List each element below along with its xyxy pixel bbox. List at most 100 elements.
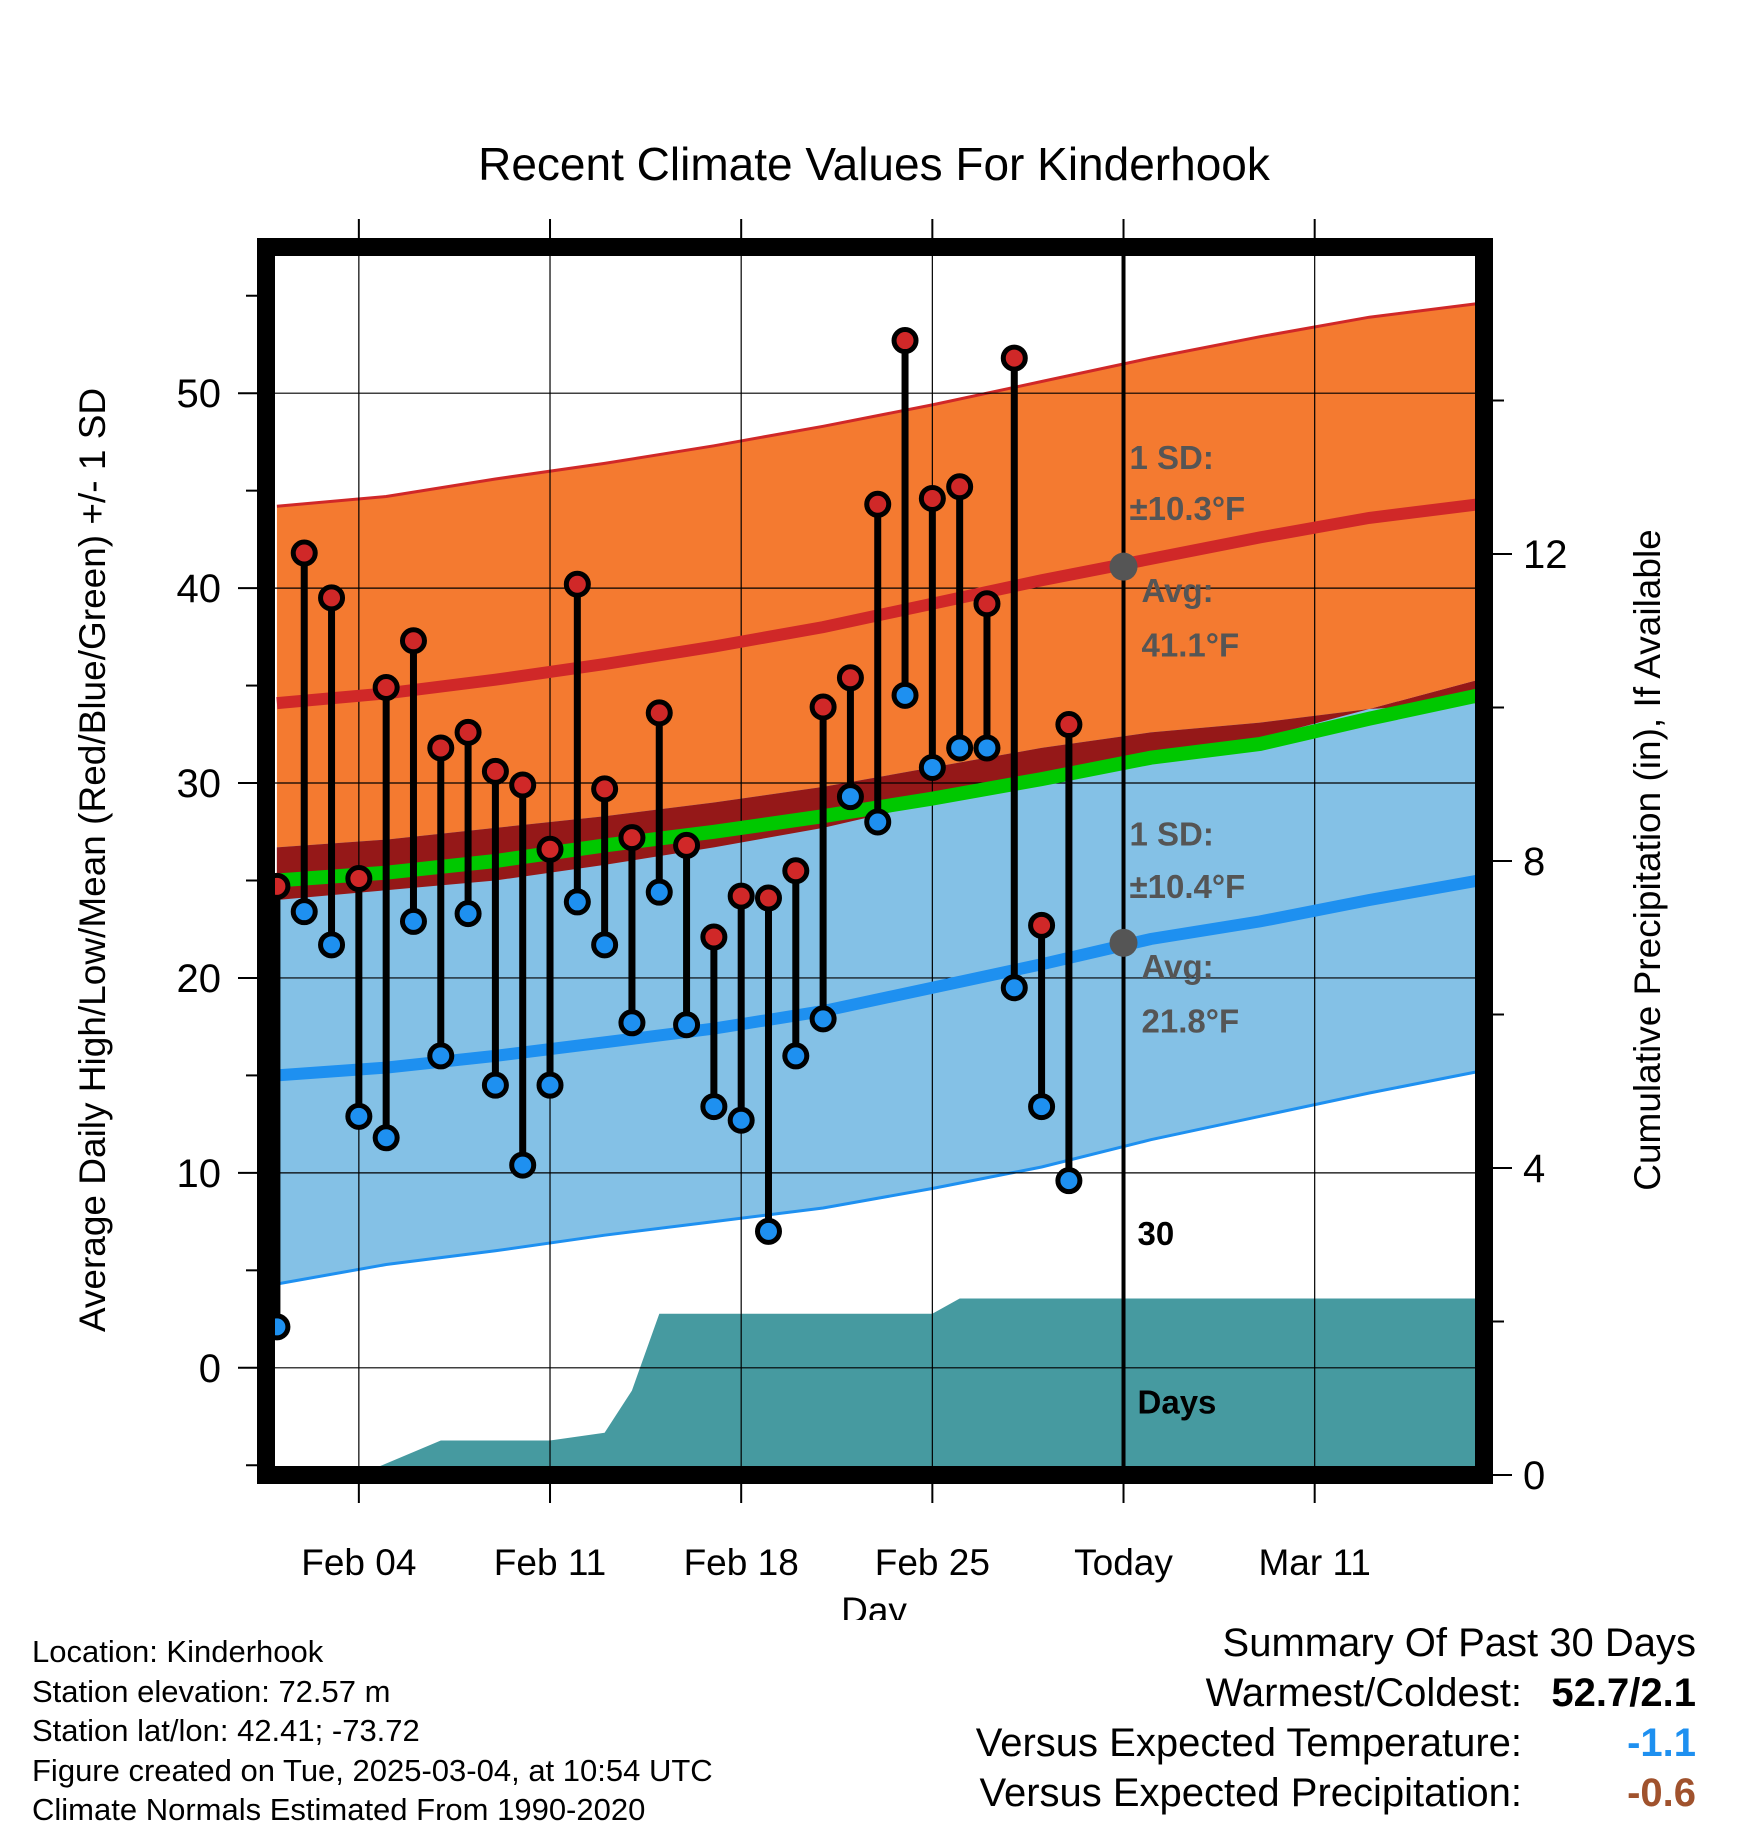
station-latlon: Station lat/lon: 42.41; -73.72 — [32, 1713, 420, 1748]
y-tick-label: 20 — [177, 957, 222, 1001]
y2-tick-label: 8 — [1523, 840, 1545, 884]
daily-low-point — [481, 1071, 509, 1099]
daily-high-point — [536, 835, 564, 863]
daily-low-point — [1000, 974, 1028, 1002]
daily-low-point — [290, 898, 318, 926]
daily-high-point — [973, 590, 1001, 618]
daily-high-point — [673, 831, 701, 859]
high-sd-label: 1 SD: — [1130, 439, 1214, 476]
daily-high-point — [509, 771, 537, 799]
y-tick-label: 30 — [177, 762, 222, 806]
daily-high-point — [836, 664, 864, 692]
daily-low-point — [318, 931, 346, 959]
daily-low-point — [727, 1106, 755, 1134]
warmest-coldest-value: 52.7/2.1 — [1551, 1671, 1696, 1715]
x-tick-label: Feb 11 — [494, 1542, 606, 1583]
daily-high-point — [727, 882, 755, 910]
daily-high-point — [454, 718, 482, 746]
x-tick-label: Feb 18 — [684, 1542, 799, 1583]
precip-period-number: 30 — [1138, 1215, 1175, 1252]
daily-low-point — [946, 734, 974, 762]
daily-low-point — [673, 1011, 701, 1039]
daily-high-point — [864, 490, 892, 518]
high-sd-value: ±10.3°F — [1130, 490, 1246, 527]
high-upper-sd-line — [276, 302, 1479, 508]
axes: 0 10 20 30 40 50 0 4 8 12 Feb 04 Feb 11 Feb 18 Feb 25… — [177, 219, 1568, 1583]
daily-low-point — [809, 1005, 837, 1033]
precip-anomaly-value: -0.6 — [1627, 1771, 1696, 1815]
daily-high-point — [946, 473, 974, 501]
daily-high-point — [290, 539, 318, 567]
station-elevation: Station elevation: 72.57 m — [32, 1673, 391, 1709]
y-tick-label: 10 — [177, 1152, 222, 1196]
daily-low-point — [754, 1217, 782, 1245]
climate-chart: Recent Climate Values For Kinderhook 1 S… — [72, 138, 1668, 1620]
daily-low-point — [427, 1042, 455, 1070]
y-tick-label: 40 — [177, 567, 222, 611]
daily-high-point — [345, 865, 373, 893]
daily-high-point — [481, 757, 509, 785]
daily-high-point — [1055, 711, 1083, 739]
daily-low-point — [399, 907, 427, 935]
summary-temp-anomaly: Versus Expected Temperature: -1.1 — [796, 1718, 1696, 1768]
warmest-coldest-label: Warmest/Coldest: — [1205, 1671, 1522, 1715]
daily-high-point — [618, 824, 646, 852]
daily-low-point — [563, 888, 591, 916]
station-info: Location: Kinderhook Station elevation: … — [32, 1632, 713, 1830]
daily-low-point — [700, 1093, 728, 1121]
summary-panel: Summary Of Past 30 Days Warmest/Coldest:… — [796, 1618, 1696, 1818]
daily-high-point — [591, 775, 619, 803]
temp-anomaly-value: -1.1 — [1627, 1721, 1696, 1765]
daily-low-point — [536, 1071, 564, 1099]
x-axis-label: Day — [841, 1590, 907, 1620]
x-tick-label: Feb 25 — [875, 1542, 990, 1583]
daily-high-point — [399, 627, 427, 655]
precip-anomaly-label: Versus Expected Precipitation: — [979, 1771, 1522, 1815]
summary-precip-anomaly: Versus Expected Precipitation: -0.6 — [796, 1768, 1696, 1818]
daily-low-point — [864, 808, 892, 836]
summary-title: Summary Of Past 30 Days — [1222, 1621, 1696, 1665]
y2-tick-label: 12 — [1523, 533, 1568, 577]
figure-created: Figure created on Tue, 2025-03-04, at 10… — [32, 1752, 713, 1788]
high-avg-label: Avg: — [1142, 572, 1214, 609]
y-tick-label: 50 — [177, 372, 222, 416]
daily-high-point — [918, 484, 946, 512]
low-avg-label: Avg: — [1142, 948, 1214, 985]
plot-area: 1 SD: ±10.3°F Avg: 41.1°F 1 SD: ±10.4°F Avg: 21… — [266, 247, 1484, 1475]
cumulative-precip-area — [276, 1298, 1479, 1475]
daily-high-point — [809, 693, 837, 721]
low-avg-value: 21.8°F — [1142, 1003, 1240, 1040]
daily-low-point — [345, 1102, 373, 1130]
summary-warmest-coldest: Warmest/Coldest: 52.7/2.1 — [796, 1668, 1696, 1718]
plot-content: 1 SD: ±10.3°F Avg: 41.1°F 1 SD: ±10.4°F Avg: 21… — [266, 247, 1484, 1475]
temp-anomaly-label: Versus Expected Temperature: — [975, 1721, 1522, 1765]
daily-high-point — [754, 884, 782, 912]
y2-tick-label: 0 — [1523, 1454, 1545, 1498]
daily-high-point — [372, 674, 400, 702]
daily-high-point — [427, 734, 455, 762]
daily-low-point — [836, 783, 864, 811]
daily-high-point — [318, 584, 346, 612]
x-tick-label: Feb 04 — [301, 1542, 416, 1583]
precip-period-unit: Days — [1138, 1384, 1217, 1421]
x-tick-label: Mar 11 — [1258, 1542, 1370, 1583]
low-sd-value: ±10.4°F — [1130, 868, 1246, 905]
y-axis-label: Average Daily High/Low/Mean (Red/Blue/Gr… — [72, 388, 113, 1332]
today-high-avg-marker — [1109, 552, 1138, 581]
daily-low-point — [891, 681, 919, 709]
daily-high-point — [645, 699, 673, 727]
daily-low-point — [591, 931, 619, 959]
daily-high-point — [1000, 344, 1028, 372]
daily-high-point — [700, 923, 728, 951]
daily-high-point — [891, 327, 919, 355]
daily-low-point — [454, 900, 482, 928]
today-low-avg-marker — [1109, 928, 1138, 957]
climate-normals-note: Climate Normals Estimated From 1990-2020 — [32, 1792, 646, 1827]
daily-low-point — [618, 1009, 646, 1037]
daily-low-point — [1028, 1093, 1056, 1121]
low-sd-label: 1 SD: — [1130, 815, 1214, 852]
high-avg-value: 41.1°F — [1142, 626, 1240, 663]
y-tick-label: 0 — [199, 1347, 221, 1391]
station-location: Location: Kinderhook — [32, 1634, 324, 1669]
daily-high-point — [1028, 911, 1056, 939]
